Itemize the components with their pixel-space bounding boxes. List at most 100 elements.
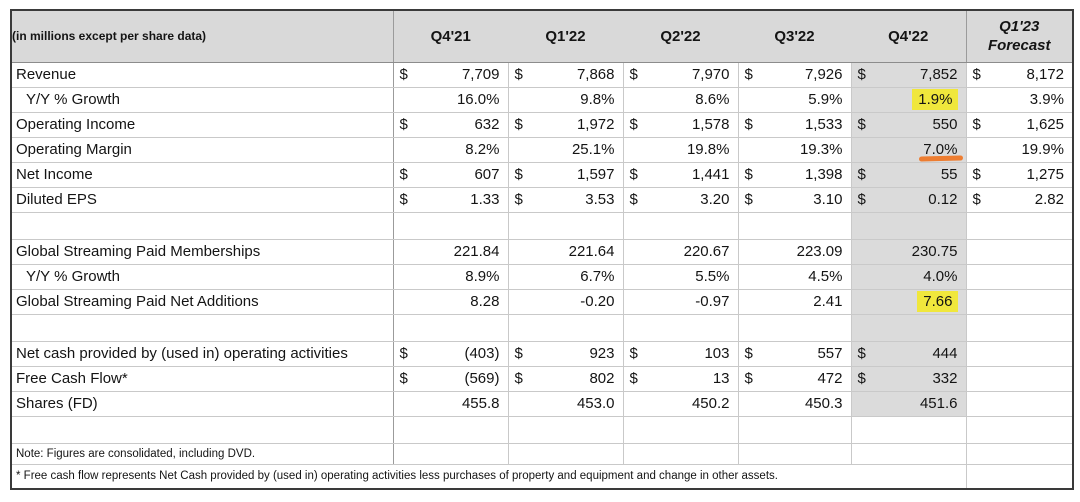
value-cell: $7,709 <box>393 62 509 88</box>
value-cell: $0.12 <box>851 187 967 213</box>
value-cell <box>738 314 852 342</box>
value-cell <box>393 212 509 240</box>
value-cell: 221.84 <box>393 239 509 265</box>
currency-symbol: $ <box>744 116 753 133</box>
value-cell: $1,578 <box>623 112 739 138</box>
currency-symbol: $ <box>744 66 753 83</box>
data-row: Operating Margin 8.2% 25.1% 19.8% 19.3% 7.0% 1… <box>11 137 1074 163</box>
row-label: Shares (FD) <box>11 391 394 417</box>
value-cell <box>508 212 624 240</box>
currency-symbol: $ <box>972 166 981 183</box>
value-cell: 8.6% <box>623 87 739 113</box>
value-cell: 5.5% <box>623 264 739 290</box>
value-cell <box>966 341 1074 367</box>
currency-symbol: $ <box>514 191 523 208</box>
currency-symbol: $ <box>629 370 638 387</box>
value-cell <box>508 416 624 444</box>
value-cell <box>851 416 967 444</box>
value-cell: 25.1% <box>508 137 624 163</box>
currency-symbol: $ <box>514 166 523 183</box>
value-cell: 450.3 <box>738 391 852 417</box>
value-cell <box>966 416 1074 444</box>
footnote-text: * Free cash flow represents Net Cash pro… <box>11 464 967 490</box>
value-cell: $3.20 <box>623 187 739 213</box>
value-cell: $923 <box>508 341 624 367</box>
data-row: Y/Y % Growth 16.0% 9.8% 8.6% 5.9% 1.9% 3.9% <box>11 87 1074 113</box>
row-label: Operating Margin <box>11 137 394 163</box>
currency-symbol: $ <box>857 370 866 387</box>
value-cell: $550 <box>851 112 967 138</box>
row-label: Operating Income <box>11 112 394 138</box>
currency-symbol: $ <box>399 370 408 387</box>
value-cell: 220.67 <box>623 239 739 265</box>
value-cell: 19.3% <box>738 137 852 163</box>
col-header-q4-21: Q4'21 <box>393 10 508 63</box>
value-cell: $8,172 <box>966 62 1074 88</box>
col-header-q3-22: Q3'22 <box>738 10 851 63</box>
currency-symbol: $ <box>972 191 981 208</box>
value-cell: 453.0 <box>508 391 624 417</box>
value-cell: $7,868 <box>508 62 624 88</box>
currency-symbol: $ <box>514 66 523 83</box>
value-cell: -0.20 <box>508 289 624 315</box>
value-cell: $55 <box>851 162 967 188</box>
value-cell <box>738 443 852 465</box>
currency-symbol: $ <box>744 370 753 387</box>
value-cell <box>966 289 1074 315</box>
value-cell: $13 <box>623 366 739 392</box>
data-row: Global Streaming Paid Memberships 221.84 2… <box>11 239 1074 265</box>
footnote-row: * Free cash flow represents Net Cash pro… <box>11 464 1074 490</box>
currency-symbol: $ <box>629 66 638 83</box>
value-cell: $7,970 <box>623 62 739 88</box>
currency-symbol: $ <box>629 116 638 133</box>
row-label: Revenue <box>11 62 394 88</box>
value-cell <box>623 443 739 465</box>
data-row: Net cash provided by (used in) operating… <box>11 341 1074 367</box>
value-cell <box>966 366 1074 392</box>
row-label: Y/Y % Growth <box>11 87 394 113</box>
spacer-row <box>11 314 1074 342</box>
value-cell <box>738 212 852 240</box>
value-cell: 4.5% <box>738 264 852 290</box>
spacer-row <box>11 212 1074 240</box>
row-label: Net Income <box>11 162 394 188</box>
value-cell <box>966 264 1074 290</box>
value-cell <box>966 212 1074 240</box>
currency-symbol: $ <box>857 116 866 133</box>
value-cell: 19.8% <box>623 137 739 163</box>
col-header-q4-22: Q4'22 <box>851 10 967 63</box>
currency-symbol: $ <box>629 191 638 208</box>
value-cell: $557 <box>738 341 852 367</box>
value-cell: 4.0% <box>851 264 967 290</box>
value-cell: $1,398 <box>738 162 852 188</box>
units-note: (in millions except per share data) <box>11 10 394 63</box>
quarterly-financials-table: (in millions except per share data) Q4'2… <box>10 9 1074 490</box>
value-cell <box>393 416 509 444</box>
forecast-header-line1: Q1'23 <box>999 17 1040 35</box>
value-cell <box>851 314 967 342</box>
currency-symbol: $ <box>972 66 981 83</box>
value-cell: 455.8 <box>393 391 509 417</box>
currency-symbol: $ <box>629 166 638 183</box>
currency-symbol: $ <box>857 345 866 362</box>
forecast-header-line2: Forecast <box>987 37 1051 55</box>
currency-symbol: $ <box>744 166 753 183</box>
value-cell <box>851 443 967 465</box>
value-cell: 16.0% <box>393 87 509 113</box>
value-cell: 230.75 <box>851 239 967 265</box>
data-row: Y/Y % Growth 8.9% 6.7% 5.5% 4.5% 4.0% <box>11 264 1074 290</box>
value-cell: 8.9% <box>393 264 509 290</box>
value-cell: 1.9% <box>851 87 967 113</box>
currency-symbol: $ <box>744 191 753 208</box>
col-header-q1-22: Q1'22 <box>508 10 623 63</box>
value-cell <box>508 314 624 342</box>
col-header-q1-23-forecast: Q1'23 Forecast <box>966 10 1073 63</box>
value-cell <box>393 443 509 465</box>
value-cell <box>966 391 1074 417</box>
currency-symbol: $ <box>399 66 408 83</box>
value-cell: $ (569) <box>393 366 509 392</box>
value-cell <box>508 443 624 465</box>
value-cell: $1,275 <box>966 162 1074 188</box>
value-cell: 450.2 <box>623 391 739 417</box>
